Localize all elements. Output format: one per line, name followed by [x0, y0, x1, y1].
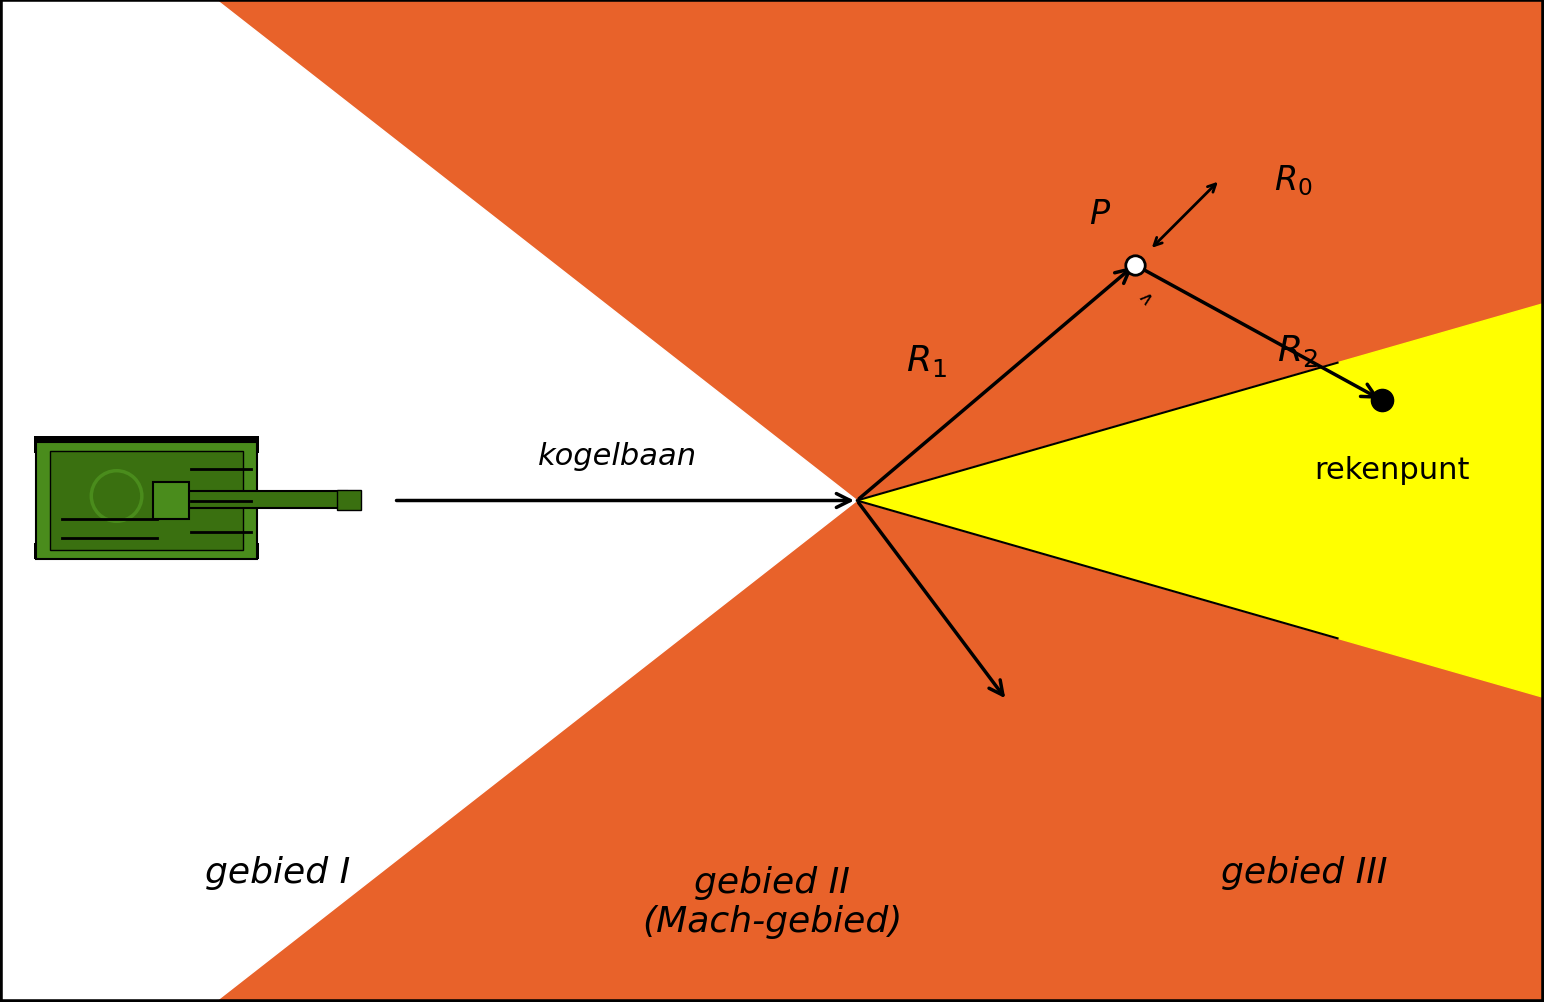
- Bar: [34, 437, 259, 453]
- Bar: [51, 451, 242, 550]
- Polygon shape: [857, 0, 1544, 1002]
- Bar: [176, 492, 347, 508]
- Text: gebied I: gebied I: [205, 855, 350, 889]
- Text: gebied III: gebied III: [1221, 855, 1388, 889]
- Polygon shape: [0, 0, 857, 1002]
- Text: rekenpunt: rekenpunt: [1314, 456, 1470, 485]
- Bar: [36, 443, 256, 559]
- Text: $R_0$: $R_0$: [1274, 163, 1312, 197]
- Text: $P$: $P$: [1089, 198, 1110, 230]
- Text: gebied II
(Mach-gebied): gebied II (Mach-gebied): [642, 865, 902, 939]
- Text: $R_2$: $R_2$: [1277, 333, 1317, 369]
- Bar: [338, 490, 361, 510]
- Text: kogelbaan: kogelbaan: [537, 442, 698, 471]
- Text: $R_1$: $R_1$: [906, 343, 946, 379]
- Bar: [34, 543, 259, 559]
- Bar: [153, 483, 188, 519]
- Text: $\wedge$: $\wedge$: [1133, 287, 1156, 309]
